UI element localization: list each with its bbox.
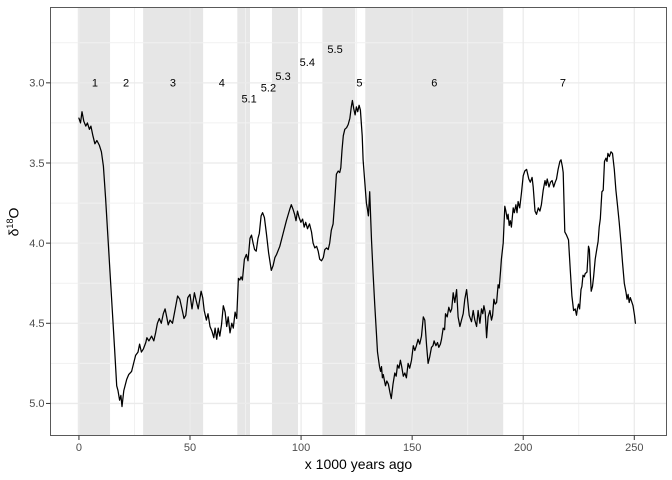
stage-band (322, 7, 356, 436)
stage-label: 6 (431, 78, 437, 90)
x-tick-label: 100 (292, 442, 310, 454)
panel-border (50, 7, 667, 436)
x-tick-label: 200 (514, 442, 532, 454)
stage-band (143, 7, 204, 436)
stage-label: 1 (92, 78, 98, 90)
stage-band (77, 7, 111, 436)
stage-band (271, 7, 298, 436)
y-axis-title: δ18O (5, 191, 25, 253)
stage-label: 5.1 (241, 94, 256, 106)
y-tick-label: 3.0 (29, 78, 44, 90)
stage-label: 5.4 (300, 57, 315, 69)
y-tick-label: 3.5 (29, 158, 44, 170)
isotope-curve (78, 99, 637, 408)
x-axis-title: x 1000 years ago (304, 456, 413, 472)
x-tick-label: 0 (76, 442, 82, 454)
stage-label: 2 (123, 78, 129, 90)
y-tick-label: 4.0 (29, 238, 44, 250)
stage-label: 3 (170, 78, 176, 90)
stage-band (237, 7, 250, 436)
stage-label: 5.2 (261, 82, 276, 94)
stage-label: 4 (219, 78, 225, 90)
stage-label: 5 (356, 78, 362, 90)
stage-label: 5.5 (327, 44, 342, 56)
y-tick-label: 5.0 (29, 398, 44, 410)
stage-label: 5.3 (275, 71, 290, 83)
y-title-element: O (5, 207, 22, 219)
y-title-delta: δ (5, 228, 22, 237)
x-tick-label: 50 (184, 442, 196, 454)
stage-band (365, 7, 504, 436)
stage-label: 7 (560, 78, 566, 90)
y-tick-label: 4.5 (29, 318, 44, 330)
y-title-exponent: 18 (5, 218, 15, 229)
x-tick-label: 250 (625, 442, 643, 454)
x-tick-label: 150 (403, 442, 421, 454)
